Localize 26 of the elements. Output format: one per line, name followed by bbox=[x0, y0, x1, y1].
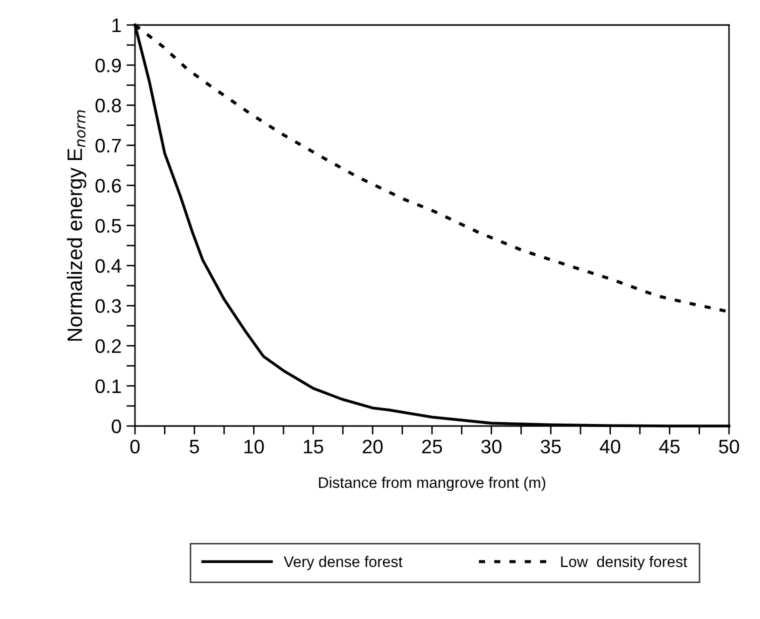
legend-label: Low density forest bbox=[561, 556, 688, 570]
y-tick-label: 0.5 bbox=[96, 218, 121, 233]
y-tick-label: 0.4 bbox=[96, 259, 122, 273]
x-tick-label: 40 bbox=[600, 440, 620, 454]
y-tick-label: 0.2 bbox=[96, 339, 121, 354]
x-tick-label: 15 bbox=[304, 440, 324, 454]
x-tick-label: 25 bbox=[422, 440, 442, 454]
legend-label: Very dense forest bbox=[284, 556, 402, 570]
x-tick-label: 20 bbox=[362, 440, 383, 454]
y-tick-label: 0.6 bbox=[96, 178, 121, 193]
x-tick-label: 10 bbox=[244, 440, 264, 454]
y-tick-label: 0.8 bbox=[96, 98, 121, 112]
y-tick-label: 1 bbox=[112, 18, 121, 32]
x-tick-label: 35 bbox=[540, 440, 561, 454]
x-axis-title: Distance from mangrove front (m) bbox=[319, 476, 546, 492]
y-tick-label: 0.9 bbox=[96, 58, 121, 72]
x-tick-label: 50 bbox=[718, 440, 740, 454]
x-tick-label: 0 bbox=[130, 440, 140, 454]
y-axis-title: Normalized energy E$_{norm}$ bbox=[66, 110, 86, 341]
y-tick-label: 0 bbox=[112, 419, 122, 434]
x-tick-label: 5 bbox=[190, 440, 199, 454]
y-tick-label: 0.1 bbox=[96, 379, 121, 394]
y-tick-label: 0.3 bbox=[96, 299, 121, 313]
x-tick-label: 45 bbox=[659, 440, 680, 454]
y-tick-label: 0.7 bbox=[96, 138, 121, 153]
x-tick-label: 30 bbox=[481, 440, 502, 454]
